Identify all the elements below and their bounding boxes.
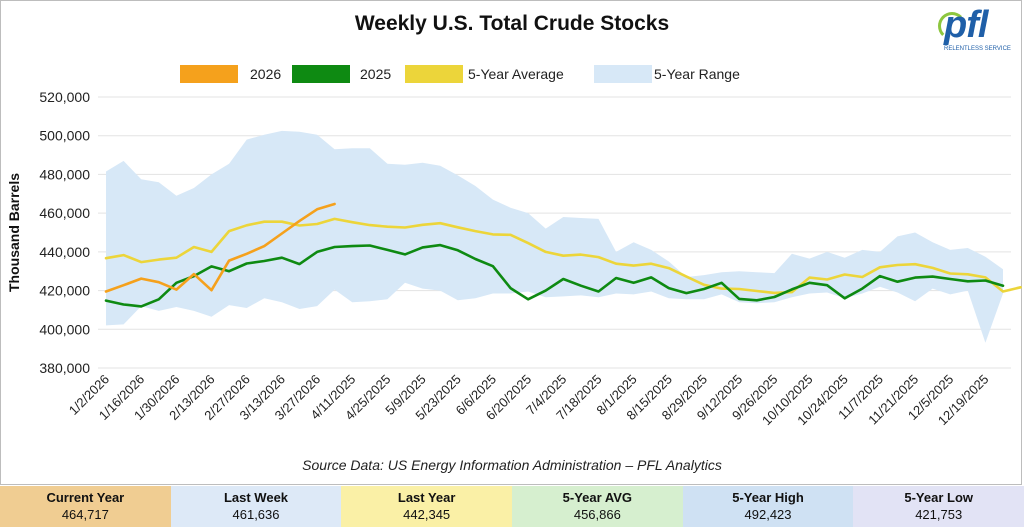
stat-label: Last Year <box>397 490 456 505</box>
y-tick-label: 480,000 <box>39 166 90 182</box>
stat-label: Current Year <box>46 490 125 505</box>
stat-value: 464,717 <box>61 507 109 522</box>
legend-swatch <box>405 65 463 83</box>
y-tick-label: 460,000 <box>39 205 90 221</box>
legend-swatch <box>292 65 350 83</box>
logo-swoosh-icon <box>938 12 966 40</box>
legend-label: 2025 <box>360 66 391 82</box>
five-year-range-band <box>106 130 1003 343</box>
stat-value: 461,636 <box>232 507 280 522</box>
stat-label: 5-Year AVG <box>562 490 633 505</box>
y-tick-label: 500,000 <box>39 128 90 144</box>
y-tick-label: 520,000 <box>39 89 90 105</box>
five-year-average-line <box>104 217 1022 295</box>
legend-label: 2026 <box>250 66 281 82</box>
stat-label: Last Week <box>223 490 289 505</box>
y-tick-label: 420,000 <box>39 283 90 299</box>
chart-plot: 380,000 400,000 420,000 440,000 460,000 480,0… <box>6 65 1022 428</box>
stat-value: 421,753 <box>915 507 963 522</box>
y-tick-label: 440,000 <box>39 244 90 260</box>
stat-value: 492,423 <box>744 507 792 522</box>
stat-value: 456,866 <box>573 507 621 522</box>
stat-label: 5-Year Low <box>904 490 974 505</box>
chart-title: Weekly U.S. Total Crude Stocks <box>354 12 670 35</box>
y-tick-label: 400,000 <box>39 321 90 337</box>
legend-swatch <box>594 65 652 83</box>
stat-cell: Last Year 442,345 <box>341 486 513 527</box>
source-note: Source Data: US Energy Information Admin… <box>302 457 722 473</box>
stat-label: 5-Year High <box>732 490 804 505</box>
stat-cell: 5-Year High 492,423 <box>682 486 854 527</box>
legend-label: 5-Year Average <box>468 66 564 82</box>
stat-cell: Current Year 464,717 <box>0 486 171 527</box>
y-tick-label: 380,000 <box>39 360 90 376</box>
stat-cell: 5-Year Low 421,753 <box>853 486 1024 527</box>
series-2025-line <box>104 243 1005 308</box>
legend-swatch <box>180 65 238 83</box>
stat-cell: Last Week 461,636 <box>170 486 342 527</box>
pfl-logo: pfl RELENTLESS SERVICE <box>936 4 1016 56</box>
logo-text: pfl <box>944 4 988 46</box>
stat-cell: 5-Year AVG 456,866 <box>512 486 683 527</box>
logo-tagline: RELENTLESS SERVICE <box>944 46 1011 52</box>
series-2026-line <box>104 202 336 293</box>
stats-bar: Current Year 464,717 Last Week 461,636 Last … <box>0 486 1024 527</box>
legend-label: 5-Year Range <box>654 66 740 82</box>
stat-value: 442,345 <box>403 507 451 522</box>
y-axis-label: Thousand Barrels <box>6 173 22 292</box>
